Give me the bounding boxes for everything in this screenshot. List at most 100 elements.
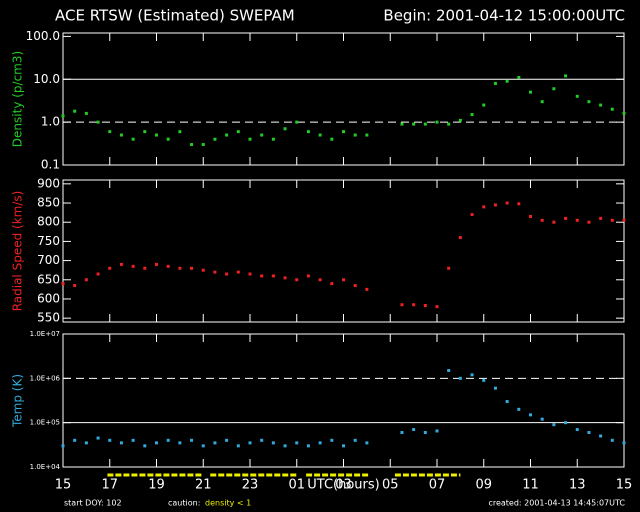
- x-tick-label: 19: [148, 478, 165, 493]
- data-point: [213, 270, 217, 274]
- y-tick-label: 600: [37, 291, 60, 305]
- y-tick-label: 1.0E+06: [30, 374, 61, 382]
- data-point: [190, 266, 194, 270]
- y-tick-label: 10.0: [33, 72, 60, 86]
- x-tick-label: 15: [55, 478, 72, 493]
- data-point: [470, 113, 474, 117]
- data-point: [447, 369, 451, 373]
- data-point: [225, 133, 229, 137]
- data-point: [271, 137, 275, 141]
- data-point: [447, 266, 451, 270]
- data-point: [295, 278, 299, 282]
- data-point: [260, 438, 264, 442]
- y-tick-label: 1.0E+07: [30, 330, 60, 338]
- data-point: [505, 79, 509, 83]
- x-tick-label: 05: [382, 478, 399, 493]
- y-tick-label: 900: [37, 176, 60, 190]
- y-tick-label: 100.0: [26, 29, 60, 43]
- y-tick-label: 1.0E+04: [30, 463, 61, 471]
- data-point: [353, 133, 357, 137]
- data-point: [517, 407, 521, 411]
- data-point: [166, 137, 170, 141]
- data-point: [283, 276, 287, 280]
- data-point: [84, 111, 88, 115]
- data-point: [529, 214, 532, 218]
- data-point: [423, 303, 427, 307]
- data-point: [260, 274, 264, 278]
- data-point: [458, 376, 462, 380]
- data-point: [201, 444, 205, 448]
- data-point: [96, 436, 100, 440]
- data-point: [493, 81, 497, 85]
- data-point: [342, 444, 345, 448]
- y-tick-label: 850: [37, 196, 60, 210]
- data-point: [529, 413, 532, 417]
- data-point: [166, 264, 170, 268]
- data-point: [599, 216, 603, 220]
- data-point: [482, 378, 486, 382]
- data-point: [225, 438, 229, 442]
- data-point: [470, 213, 474, 217]
- data-point: [61, 282, 65, 286]
- x-tick-label: 01: [288, 478, 305, 493]
- data-point: [552, 423, 556, 427]
- data-point: [108, 130, 112, 134]
- data-point: [236, 130, 240, 134]
- x-tick-label: 21: [195, 478, 212, 493]
- data-point: [201, 143, 205, 147]
- y-tick-label: 800: [37, 215, 60, 229]
- data-point: [365, 287, 369, 291]
- data-point: [61, 444, 65, 448]
- data-point: [295, 120, 299, 124]
- data-point: [447, 122, 451, 126]
- begin-time: Begin: 2001-04-12 15:00:00UTC: [383, 7, 625, 25]
- data-point: [540, 100, 544, 104]
- data-point: [131, 264, 135, 268]
- y-tick-label: 550: [37, 311, 60, 325]
- data-point: [342, 130, 345, 134]
- data-point: [271, 441, 275, 445]
- data-point: [190, 143, 194, 147]
- x-tick-label: 09: [475, 478, 492, 493]
- chart-title: ACE RTSW (Estimated) SWEPAM: [55, 7, 295, 25]
- data-point: [599, 434, 603, 438]
- data-point: [260, 133, 264, 137]
- data-point: [225, 272, 229, 276]
- data-point: [131, 137, 135, 141]
- data-point: [599, 103, 603, 107]
- data-point: [400, 303, 404, 307]
- data-point: [166, 438, 170, 442]
- data-point: [622, 111, 626, 115]
- data-point: [119, 133, 123, 137]
- data-point: [236, 444, 240, 448]
- data-point: [493, 386, 497, 390]
- data-point: [201, 268, 205, 272]
- x-tick-label: 17: [101, 478, 118, 493]
- data-point: [482, 205, 486, 209]
- data-point: [236, 270, 240, 274]
- data-point: [155, 441, 158, 445]
- data-point: [73, 109, 77, 113]
- data-point: [564, 216, 568, 220]
- data-point: [306, 130, 310, 134]
- y-axis-label: Temp (K): [11, 374, 25, 428]
- data-point: [213, 137, 217, 141]
- data-point: [564, 421, 568, 425]
- data-point: [84, 441, 88, 445]
- data-point: [330, 137, 334, 141]
- data-point: [119, 441, 123, 445]
- data-point: [73, 438, 77, 442]
- data-point: [529, 90, 532, 94]
- data-point: [365, 441, 369, 445]
- data-point: [271, 274, 275, 278]
- data-point: [119, 262, 123, 266]
- data-point: [342, 278, 345, 282]
- data-point: [178, 441, 182, 445]
- data-point: [575, 218, 579, 222]
- data-point: [330, 438, 334, 442]
- start-doy: start DOY: 102: [64, 499, 122, 508]
- y-tick-label: 650: [37, 272, 60, 286]
- data-point: [400, 431, 404, 435]
